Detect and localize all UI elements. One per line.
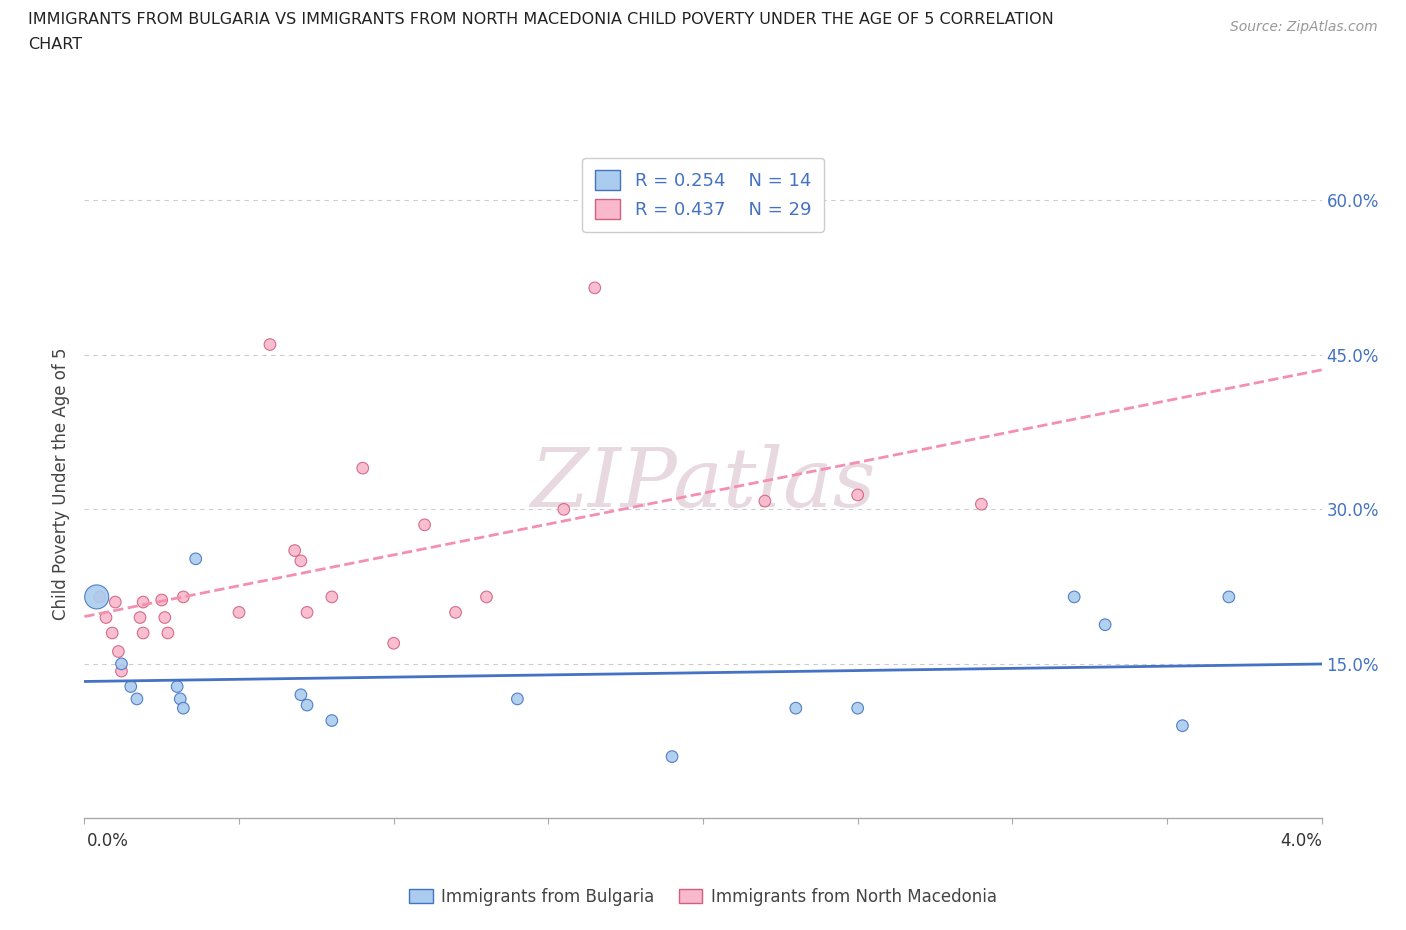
Point: [129, 610, 152, 625]
Point: [506, 692, 529, 707]
Point: [413, 517, 436, 532]
Point: [661, 750, 683, 764]
Y-axis label: Child Poverty Under the Age of 5: Child Poverty Under the Age of 5: [52, 347, 70, 620]
Point: [846, 487, 869, 502]
Point: [1094, 618, 1116, 632]
Point: [166, 679, 188, 694]
Legend: Immigrants from Bulgaria, Immigrants from North Macedonia: Immigrants from Bulgaria, Immigrants fro…: [402, 881, 1004, 912]
Text: ZIPatlas: ZIPatlas: [530, 444, 876, 524]
Point: [120, 679, 142, 694]
Point: [184, 551, 207, 566]
Point: [86, 590, 108, 604]
Point: [444, 604, 467, 619]
Text: Source: ZipAtlas.com: Source: ZipAtlas.com: [1230, 20, 1378, 34]
Point: [295, 698, 318, 712]
Point: [169, 692, 191, 707]
Point: [284, 543, 307, 558]
Point: [785, 700, 807, 715]
Point: [125, 692, 148, 707]
Point: [104, 594, 127, 609]
Point: [259, 337, 281, 352]
Point: [172, 700, 194, 715]
Point: [352, 460, 374, 475]
Point: [107, 644, 129, 659]
Point: [1171, 718, 1194, 733]
Point: [228, 604, 250, 619]
Text: IMMIGRANTS FROM BULGARIA VS IMMIGRANTS FROM NORTH MACEDONIA CHILD POVERTY UNDER : IMMIGRANTS FROM BULGARIA VS IMMIGRANTS F…: [28, 12, 1054, 27]
Point: [321, 713, 343, 728]
Point: [553, 502, 575, 517]
Text: CHART: CHART: [28, 37, 82, 52]
Point: [110, 657, 132, 671]
Point: [153, 610, 176, 625]
Point: [1218, 590, 1240, 604]
Text: 0.0%: 0.0%: [87, 832, 129, 850]
Point: [110, 664, 132, 679]
Point: [475, 590, 498, 604]
Point: [382, 636, 405, 651]
Point: [132, 594, 155, 609]
Point: [290, 687, 312, 702]
Point: [321, 590, 343, 604]
Point: [94, 610, 117, 625]
Point: [970, 497, 993, 512]
Point: [754, 494, 776, 509]
Point: [172, 590, 194, 604]
Point: [583, 281, 606, 296]
Text: 4.0%: 4.0%: [1279, 832, 1322, 850]
Point: [101, 626, 124, 641]
Legend: R = 0.254    N = 14, R = 0.437    N = 29: R = 0.254 N = 14, R = 0.437 N = 29: [582, 158, 824, 232]
Point: [295, 604, 318, 619]
Point: [132, 626, 155, 641]
Point: [1063, 590, 1085, 604]
Point: [89, 590, 111, 604]
Point: [846, 700, 869, 715]
Point: [156, 626, 179, 641]
Point: [150, 592, 173, 607]
Point: [290, 553, 312, 568]
